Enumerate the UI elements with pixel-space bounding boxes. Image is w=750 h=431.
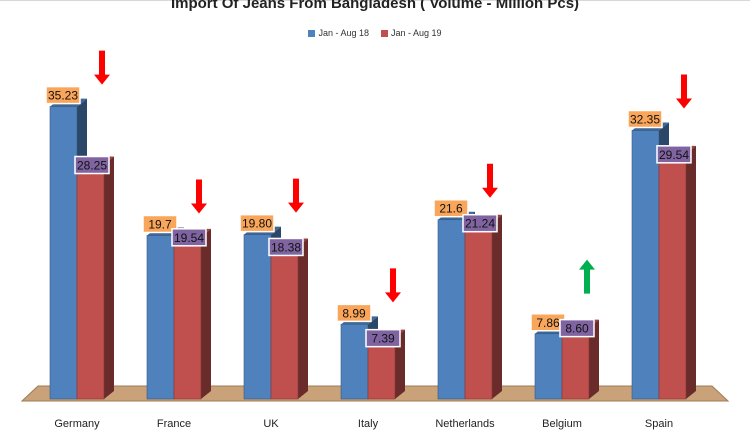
bar-belgium-s2 [561, 327, 590, 400]
bar-side-france-s2 [201, 228, 211, 399]
trend-arrow-italy [385, 268, 401, 303]
bar-side-spain-s2 [686, 145, 696, 399]
data-label-netherlands-s2: 21.24 [465, 217, 495, 231]
data-label-netherlands-s1: 21.6 [439, 202, 463, 216]
data-label-belgium-s1: 7.86 [536, 316, 560, 330]
trend-arrow-belgium [579, 259, 595, 294]
bar-italy-s1 [340, 324, 369, 400]
data-label-bg-italy-s1 [336, 303, 372, 323]
x-tick-label-france: France [157, 418, 191, 430]
legend-label-series-2: Jan - Aug 19 [391, 28, 442, 38]
trend-arrow-spain [676, 74, 692, 109]
legend: Jan - Aug 18 Jan - Aug 19 [0, 28, 750, 38]
bar-uk-s1 [243, 234, 272, 400]
legend-swatch-series-1 [308, 29, 316, 37]
bar-uk-s2 [270, 246, 299, 400]
trend-arrow-uk [288, 178, 304, 213]
bar-belgium-s1 [534, 333, 563, 400]
x-tick-label-germany: Germany [54, 418, 100, 430]
bar-germany-s2 [76, 164, 105, 400]
bar-germany-s1 [49, 106, 78, 400]
x-tick-label-netherlands: Netherlands [435, 418, 495, 430]
data-label-france-s1: 19.7 [148, 217, 172, 231]
bar-spain-s1 [631, 130, 660, 400]
trend-arrow-netherlands [482, 163, 498, 198]
data-label-germany-s2: 28.25 [77, 159, 107, 173]
x-tick-label-uk: UK [263, 418, 279, 430]
bar-side-netherlands-s2 [492, 214, 502, 399]
data-label-bg-france-s1 [142, 214, 178, 234]
data-label-bg-spain-s1 [627, 109, 663, 129]
chart-title: Import Of Jeans From Bangladesh ( Volume… [170, 0, 580, 12]
data-label-uk-s2: 18.38 [271, 240, 301, 254]
data-label-bg-uk-s2 [268, 237, 304, 257]
legend-item-series-1: Jan - Aug 18 [308, 28, 369, 38]
x-tick-label-italy: Italy [358, 418, 379, 430]
data-label-germany-s1: 35.23 [48, 89, 78, 103]
data-label-spain-s1: 32.35 [630, 112, 660, 126]
data-label-italy-s1: 8.99 [342, 306, 366, 320]
bar-netherlands-s1 [437, 219, 466, 400]
legend-item-series-2: Jan - Aug 19 [381, 28, 442, 38]
bar-netherlands-s2 [464, 222, 493, 400]
data-label-spain-s2: 29.54 [659, 148, 689, 162]
data-label-bg-belgium-s2 [559, 318, 595, 338]
data-label-uk-s1: 19.80 [242, 217, 272, 231]
data-label-belgium-s2: 8.60 [565, 322, 589, 336]
data-label-bg-germany-s1 [45, 85, 81, 105]
data-label-italy-s2: 7.39 [371, 332, 395, 346]
bar-italy-s2 [367, 337, 396, 400]
data-label-bg-netherlands-s1 [433, 198, 469, 218]
bar-side-germany-s2 [104, 156, 114, 399]
data-label-bg-spain-s2 [656, 145, 692, 164]
data-label-bg-uk-s1 [239, 213, 275, 233]
data-label-bg-germany-s2 [74, 155, 110, 175]
x-tick-label-spain: Spain [645, 418, 673, 430]
bar-france-s1 [146, 235, 175, 400]
bar-side-belgium-s2 [589, 319, 599, 399]
data-label-france-s2: 19.54 [174, 231, 204, 245]
trend-arrow-france [191, 179, 207, 214]
bar-side-uk-s2 [298, 238, 308, 399]
data-label-bg-italy-s2 [365, 328, 401, 348]
data-label-bg-netherlands-s2 [462, 213, 498, 233]
data-label-bg-france-s2 [171, 228, 207, 247]
x-tick-label-belgium: Belgium [542, 418, 582, 430]
legend-swatch-series-2 [381, 29, 388, 37]
bar-spain-s2 [658, 153, 687, 400]
trend-arrow-germany [94, 50, 110, 85]
legend-label-series-1: Jan - Aug 18 [318, 28, 369, 38]
bar-france-s2 [173, 236, 202, 400]
